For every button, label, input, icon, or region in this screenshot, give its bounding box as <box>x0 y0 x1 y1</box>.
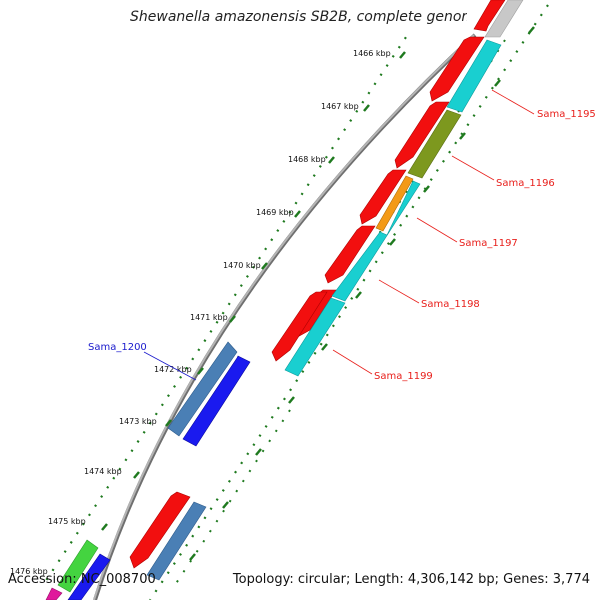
gene-arrow-forward[interactable] <box>359 169 407 225</box>
gene-block-olive[interactable] <box>407 109 462 179</box>
gene-block-steelblue[interactable] <box>146 501 207 581</box>
leader-line <box>143 351 197 381</box>
gene-block-cyan[interactable] <box>284 297 346 377</box>
outer-dotted-line <box>149 4 549 600</box>
ruler-dotted-line <box>44 27 413 583</box>
gene-arrow-forward[interactable] <box>129 491 191 569</box>
ruler-label: 1474 kbp <box>84 467 122 476</box>
gene-label-sama-1196[interactable]: Sama_1196 <box>496 178 555 189</box>
ruler-label: 1471 kbp <box>190 313 228 322</box>
gene-label-sama-1200[interactable]: Sama_1200 <box>88 342 147 353</box>
leader-line <box>416 217 458 243</box>
gene-arrow-forward[interactable] <box>324 225 376 284</box>
forward-cds-track <box>129 0 506 569</box>
gene-block-cyan[interactable] <box>331 180 421 302</box>
gene-label-sama-1197[interactable]: Sama_1197 <box>459 238 518 249</box>
gene-block-cyan[interactable] <box>446 39 502 113</box>
gene-block-orange[interactable] <box>375 175 414 232</box>
genome-summary-text: Topology: circular; Length: 4,306,142 bp… <box>232 572 590 587</box>
gene-arrow-forward[interactable] <box>394 101 450 169</box>
ruler-label: 1469 kbp <box>256 208 294 217</box>
leader-line <box>378 279 420 304</box>
ruler-ticks <box>101 26 535 561</box>
genome-backbone <box>93 34 475 600</box>
ruler-labels: 1466 kbp 1467 kbp 1468 kbp 1469 kbp 1470… <box>10 49 391 576</box>
leader-line <box>332 349 373 375</box>
leader-line <box>451 155 495 181</box>
ruler-label: 1476 kbp <box>10 567 48 576</box>
gene-labels: Sama_1195 Sama_1196 Sama_1197 Sama_1198 … <box>88 89 596 382</box>
gene-arrow-reverse[interactable] <box>67 553 111 600</box>
gene-block-gray[interactable] <box>484 0 524 38</box>
genome-backbone-shadow <box>93 33 477 600</box>
gene-arrow-forward[interactable] <box>473 0 506 32</box>
gene-block-steelblue[interactable] <box>167 341 238 437</box>
gene-arrow-green[interactable] <box>57 539 99 593</box>
gene-label-sama-1199[interactable]: Sama_1199 <box>374 371 433 382</box>
gene-label-sama-1195[interactable]: Sama_1195 <box>537 109 596 120</box>
gene-arrow-forward[interactable] <box>271 291 328 362</box>
accession-text: Accession: NC_008700 <box>8 572 156 587</box>
ruler-label: 1466 kbp <box>353 49 391 58</box>
ruler-label: 1475 kbp <box>48 517 86 526</box>
reverse-cds-track <box>45 341 251 600</box>
ruler-label: 1467 kbp <box>321 102 359 111</box>
gene-arrow-reverse[interactable] <box>182 355 251 447</box>
gene-arrow-forward[interactable] <box>429 36 485 102</box>
gene-label-sama-1198[interactable]: Sama_1198 <box>421 299 480 310</box>
map-title: Shewanella amazonensis SB2B, complete ge… <box>130 9 467 31</box>
outer-feature-track <box>284 0 524 377</box>
gene-block-magenta[interactable] <box>45 587 63 600</box>
ruler-label: 1470 kbp <box>223 261 261 270</box>
ruler-label: 1473 kbp <box>119 417 157 426</box>
ruler-label: 1472 kbp <box>154 365 192 374</box>
leader-line <box>491 89 535 115</box>
ruler-label: 1468 kbp <box>288 155 326 164</box>
